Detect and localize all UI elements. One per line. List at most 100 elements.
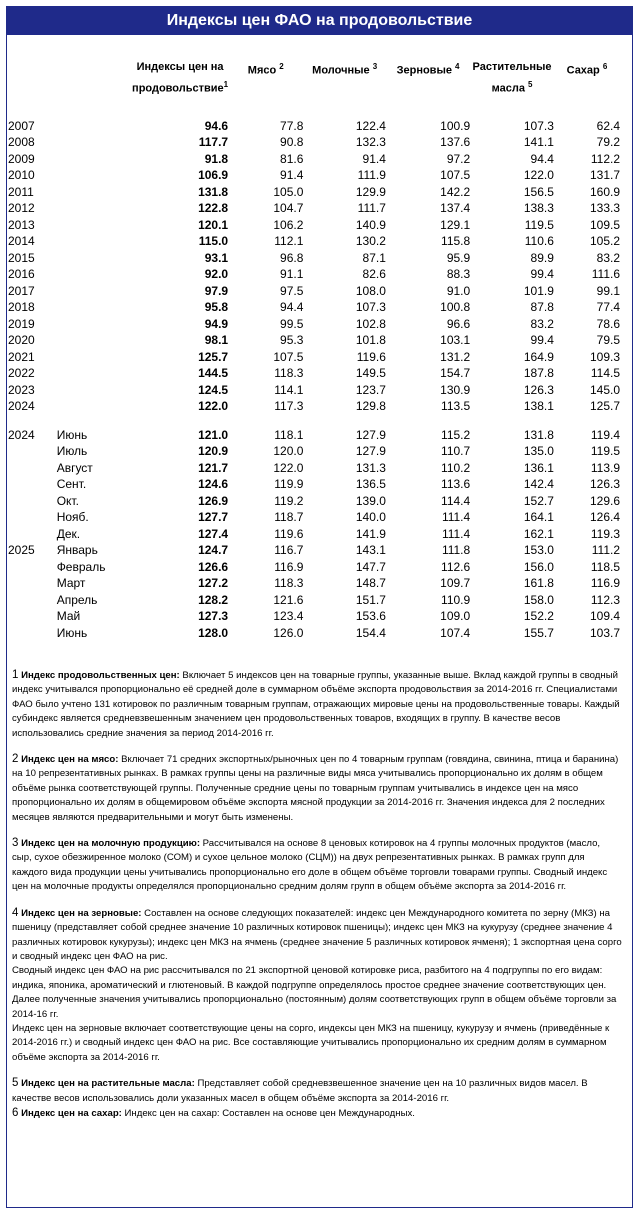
year-cell: 2020 bbox=[8, 333, 35, 348]
sugar-index-cell: 160.9 bbox=[589, 184, 620, 199]
table-row: 2016 92.0 91.1 82.6 88.3 99.4 111.6 bbox=[8, 266, 620, 283]
cereals-index-cell: 100.9 bbox=[440, 118, 471, 133]
meat-index-cell: 104.7 bbox=[273, 201, 304, 216]
dairy-index-cell: 143.1 bbox=[355, 543, 386, 558]
dairy-index-cell: 127.9 bbox=[355, 444, 386, 459]
month-cell bbox=[57, 151, 116, 168]
year-cell: 2010 bbox=[8, 168, 35, 183]
footnote-number: 3 bbox=[12, 837, 19, 850]
oils-index-cell: 94.4 bbox=[530, 151, 554, 166]
year-cell: 2013 bbox=[8, 217, 35, 232]
food-index-cell: 95.8 bbox=[204, 300, 229, 315]
dairy-index-cell: 129.8 bbox=[355, 399, 386, 414]
table-row: 2024 122.0 117.3 129.8 113.5 138.1 125.7 bbox=[8, 398, 620, 415]
year-cell bbox=[8, 625, 57, 642]
footnote-title: Индекс цен на мясо: bbox=[21, 754, 119, 766]
table-row: Июнь 128.0 126.0 154.4 107.4 155.7 103.7 bbox=[8, 625, 620, 642]
sugar-index-cell: 111.6 bbox=[591, 267, 620, 282]
meat-index-cell: 81.6 bbox=[280, 151, 304, 166]
cereals-index-cell: 109.7 bbox=[440, 576, 471, 591]
sugar-index-cell: 133.3 bbox=[589, 201, 620, 216]
meat-index-cell: 114.1 bbox=[274, 382, 304, 397]
food-index-cell: 125.7 bbox=[198, 349, 229, 364]
month-cell bbox=[57, 266, 116, 283]
sugar-index-cell: 119.3 bbox=[590, 526, 620, 541]
footnote: 6 Индекс цен на сахар: Индекс цен на сах… bbox=[12, 1106, 622, 1121]
dairy-index-cell: 111.7 bbox=[357, 201, 386, 216]
footnote-number: 1 bbox=[12, 669, 19, 681]
cereals-index-cell: 113.5 bbox=[441, 399, 471, 414]
header-row: Индексы цен на продовольствие1 Мясо 2 Мо… bbox=[8, 58, 620, 98]
meat-index-cell: 105.0 bbox=[273, 184, 304, 199]
footnote: 3 Индекс цен на молочную продукцию: Расс… bbox=[12, 836, 622, 895]
table-row: 2010 106.9 91.4 111.9 107.5 122.0 131.7 bbox=[8, 167, 620, 184]
footnote: Индекс цен на зерновые включает соответс… bbox=[12, 1022, 622, 1065]
oils-index-cell: 164.9 bbox=[523, 349, 554, 364]
table-row: Июль 120.9 120.0 127.9 110.7 135.0 119.5 bbox=[8, 443, 620, 460]
meat-index-cell: 99.5 bbox=[280, 316, 304, 331]
dairy-index-cell: 127.9 bbox=[355, 427, 386, 442]
dairy-index-cell: 122.4 bbox=[355, 118, 386, 133]
sugar-index-cell: 78.6 bbox=[596, 316, 620, 331]
cereals-index-cell: 91.0 bbox=[446, 283, 471, 298]
cereals-index-cell: 137.4 bbox=[440, 201, 471, 216]
meat-index-cell: 118.7 bbox=[274, 510, 304, 525]
year-cell bbox=[8, 443, 57, 460]
food-index-cell: 144.5 bbox=[198, 366, 229, 381]
cereals-index-cell: 111.8 bbox=[441, 543, 471, 558]
table-row: 2013 120.1 106.2 140.9 129.1 119.5 109.5 bbox=[8, 217, 620, 234]
meat-index-cell: 119.2 bbox=[274, 493, 304, 508]
oils-index-cell: 164.1 bbox=[523, 510, 554, 525]
meat-index-cell: 120.0 bbox=[273, 444, 304, 459]
year-cell: 2011 bbox=[8, 184, 34, 199]
year-cell bbox=[8, 476, 57, 493]
oils-index-cell: 153.0 bbox=[523, 543, 554, 558]
meat-index-cell: 106.2 bbox=[273, 217, 304, 232]
footnote: 5 Индекс цен на растительные масла: Пред… bbox=[12, 1076, 622, 1106]
food-index-cell: 120.9 bbox=[198, 444, 229, 459]
sugar-index-cell: 119.5 bbox=[590, 444, 620, 459]
meat-index-cell: 123.4 bbox=[273, 609, 304, 624]
dairy-index-cell: 123.7 bbox=[355, 382, 386, 397]
sugar-index-cell: 145.0 bbox=[589, 382, 620, 397]
month-cell bbox=[57, 299, 116, 316]
year-cell: 2015 bbox=[8, 250, 35, 265]
year-cell: 2017 bbox=[8, 283, 35, 298]
dairy-index-cell: 148.7 bbox=[355, 576, 386, 591]
footnotes: 1 Индекс продовольственных цен: Включает… bbox=[12, 668, 622, 1121]
cereals-index-cell: 107.5 bbox=[440, 168, 471, 183]
oils-index-cell: 136.1 bbox=[523, 460, 554, 475]
footnote-number: 5 bbox=[12, 1077, 19, 1090]
cereals-index-cell: 113.6 bbox=[441, 477, 471, 492]
dairy-index-cell: 91.4 bbox=[362, 151, 386, 166]
col-header-oils: Растительные масла 5 bbox=[472, 61, 552, 95]
dairy-index-cell: 132.3 bbox=[355, 135, 386, 150]
food-index-cell: 115.0 bbox=[198, 234, 229, 249]
meat-index-cell: 94.4 bbox=[280, 300, 304, 315]
year-cell: 2024 bbox=[8, 399, 35, 414]
table-row: Август 121.7 122.0 131.3 110.2 136.1 113.9 bbox=[8, 460, 620, 477]
food-index-cell: 106.9 bbox=[198, 168, 229, 183]
year-cell: 2023 bbox=[8, 382, 35, 397]
table-row: 2018 95.8 94.4 107.3 100.8 87.8 77.4 bbox=[8, 299, 620, 316]
meat-index-cell: 97.5 bbox=[280, 283, 304, 298]
sugar-index-cell: 126.4 bbox=[589, 510, 620, 525]
footnote-title: Индекс цен на растительные масла: bbox=[21, 1078, 195, 1090]
meat-index-cell: 117.3 bbox=[274, 399, 304, 414]
sugar-index-cell: 109.3 bbox=[589, 349, 620, 364]
oils-index-cell: 187.8 bbox=[523, 366, 554, 381]
month-cell: Июнь bbox=[56, 427, 88, 442]
dairy-index-cell: 149.5 bbox=[355, 366, 386, 381]
sugar-index-cell: 79.5 bbox=[596, 333, 620, 348]
oils-index-cell: 89.9 bbox=[530, 250, 554, 265]
food-index-cell: 94.9 bbox=[204, 316, 229, 331]
month-cell bbox=[57, 250, 116, 267]
footnote-text: Включает 5 индексов цен на товарные груп… bbox=[12, 670, 620, 739]
dairy-index-cell: 140.0 bbox=[355, 510, 386, 525]
meat-index-cell: 116.9 bbox=[274, 559, 304, 574]
month-cell: Апрель bbox=[56, 592, 98, 607]
table-row: Март 127.2 118.3 148.7 109.7 161.8 116.9 bbox=[8, 575, 620, 592]
food-index-cell: 124.5 bbox=[198, 382, 229, 397]
footnote-text: Составлен на основе следующих показателе… bbox=[12, 907, 622, 962]
cereals-index-cell: 110.9 bbox=[441, 592, 471, 607]
